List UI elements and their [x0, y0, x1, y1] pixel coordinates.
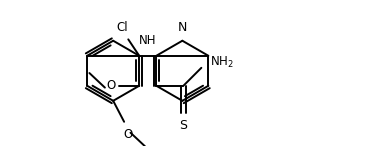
Text: N: N [178, 21, 187, 34]
Text: O: O [123, 128, 132, 141]
Text: O: O [106, 79, 116, 92]
Text: Cl: Cl [116, 21, 128, 34]
Text: NH: NH [139, 34, 157, 47]
Text: S: S [179, 119, 187, 132]
Text: NH$_2$: NH$_2$ [209, 55, 233, 70]
